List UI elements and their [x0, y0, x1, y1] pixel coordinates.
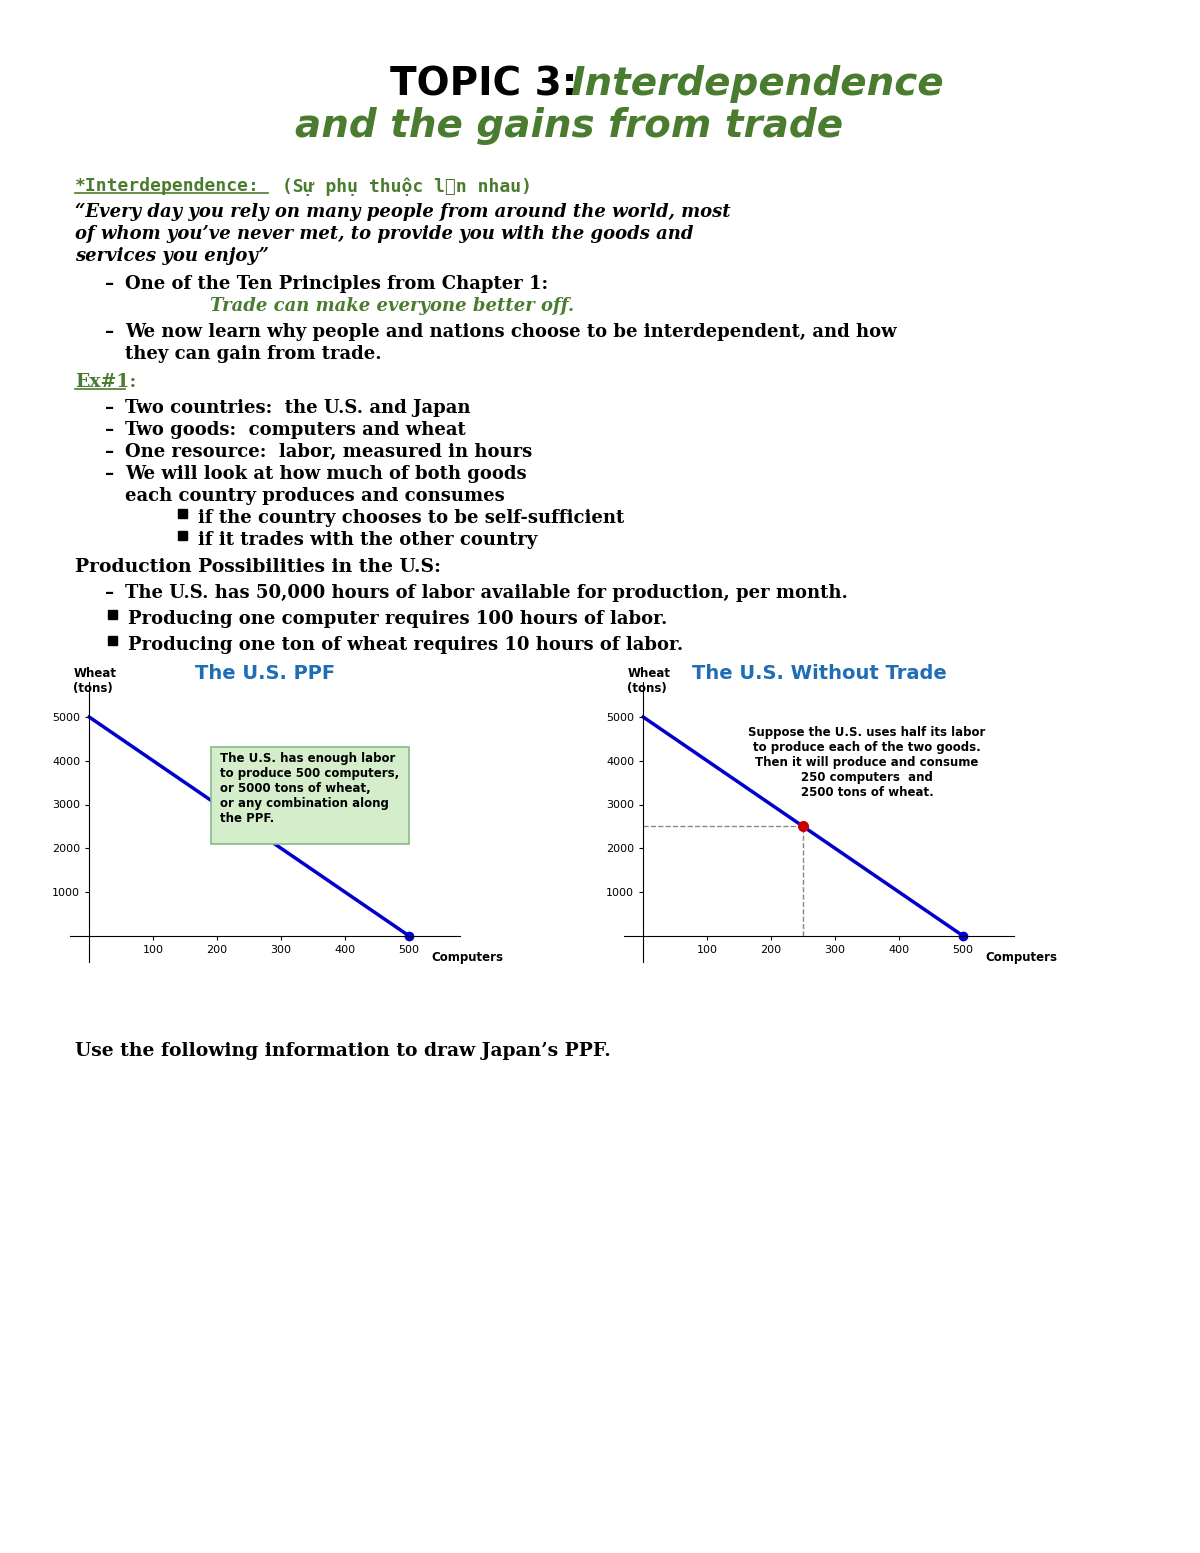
Text: they can gain from trade.: they can gain from trade.	[125, 345, 382, 363]
Text: Producing one ton of wheat requires 10 hours of labor.: Producing one ton of wheat requires 10 h…	[128, 637, 683, 654]
Bar	[108, 610, 118, 620]
Text: Ex#1:: Ex#1:	[74, 373, 137, 391]
Text: Use the following information to draw Japan’s PPF.: Use the following information to draw Ja…	[74, 1042, 611, 1061]
Text: One resource:  labor, measured in hours: One resource: labor, measured in hours	[125, 443, 533, 461]
Text: Suppose the U.S. uses half its labor
to produce each of the two goods.
Then it w: Suppose the U.S. uses half its labor to …	[749, 725, 985, 798]
Text: (tons): (tons)	[628, 682, 667, 696]
Text: Two goods:  computers and wheat: Two goods: computers and wheat	[125, 421, 466, 439]
Text: of whom you’ve never met, to provide you with the goods and: of whom you’ve never met, to provide you…	[74, 225, 694, 242]
FancyBboxPatch shape	[211, 747, 409, 845]
Text: Wheat: Wheat	[628, 666, 670, 680]
Text: each country produces and consumes: each country produces and consumes	[125, 488, 505, 505]
Text: Production Possibilities in the U.S:: Production Possibilities in the U.S:	[74, 558, 442, 576]
Text: The U.S. has enough labor
to produce 500 computers,
or 5000 tons of wheat,
or an: The U.S. has enough labor to produce 500…	[220, 752, 400, 825]
Text: Producing one computer requires 100 hours of labor.: Producing one computer requires 100 hour…	[128, 610, 667, 627]
Text: Computers: Computers	[985, 950, 1057, 964]
Text: if it trades with the other country: if it trades with the other country	[198, 531, 538, 550]
Text: (Sự phụ thuộc lẫn nhau): (Sự phụ thuộc lẫn nhau)	[271, 177, 532, 196]
Text: services you enjoy”: services you enjoy”	[74, 247, 269, 266]
Text: if the country chooses to be self-sufficient: if the country chooses to be self-suffic…	[198, 509, 624, 526]
Text: “Every day you rely on many people from around the world, most: “Every day you rely on many people from …	[74, 203, 731, 222]
Text: Wheat: Wheat	[73, 666, 116, 680]
Bar	[108, 637, 118, 644]
Text: –: –	[106, 275, 114, 294]
Text: Computers: Computers	[431, 950, 503, 964]
Text: The U.S. PPF: The U.S. PPF	[194, 665, 335, 683]
Text: –: –	[106, 399, 114, 418]
Text: We now learn why people and nations choose to be interdependent, and how: We now learn why people and nations choo…	[125, 323, 896, 342]
Text: –: –	[106, 443, 114, 461]
Text: –: –	[106, 464, 114, 483]
Text: *Interdependence:: *Interdependence:	[74, 177, 260, 196]
Text: One of the Ten Principles from Chapter 1:: One of the Ten Principles from Chapter 1…	[125, 275, 548, 294]
Text: The U.S. Without Trade: The U.S. Without Trade	[691, 665, 947, 683]
Text: We will look at how much of both goods: We will look at how much of both goods	[125, 464, 527, 483]
Text: TOPIC 3:: TOPIC 3:	[390, 65, 590, 102]
Text: –: –	[106, 584, 114, 603]
Text: Two countries:  the U.S. and Japan: Two countries: the U.S. and Japan	[125, 399, 470, 418]
Text: and the gains from trade: and the gains from trade	[295, 107, 844, 144]
Bar	[178, 531, 187, 540]
Text: Trade can make everyone better off.: Trade can make everyone better off.	[210, 297, 574, 315]
Bar	[178, 509, 187, 519]
Text: –: –	[106, 323, 114, 342]
Text: The U.S. has 50,000 hours of labor available for production, per month.: The U.S. has 50,000 hours of labor avail…	[125, 584, 848, 603]
Text: Interdependence: Interdependence	[570, 65, 943, 102]
Text: (tons): (tons)	[73, 682, 113, 696]
Text: –: –	[106, 421, 114, 439]
